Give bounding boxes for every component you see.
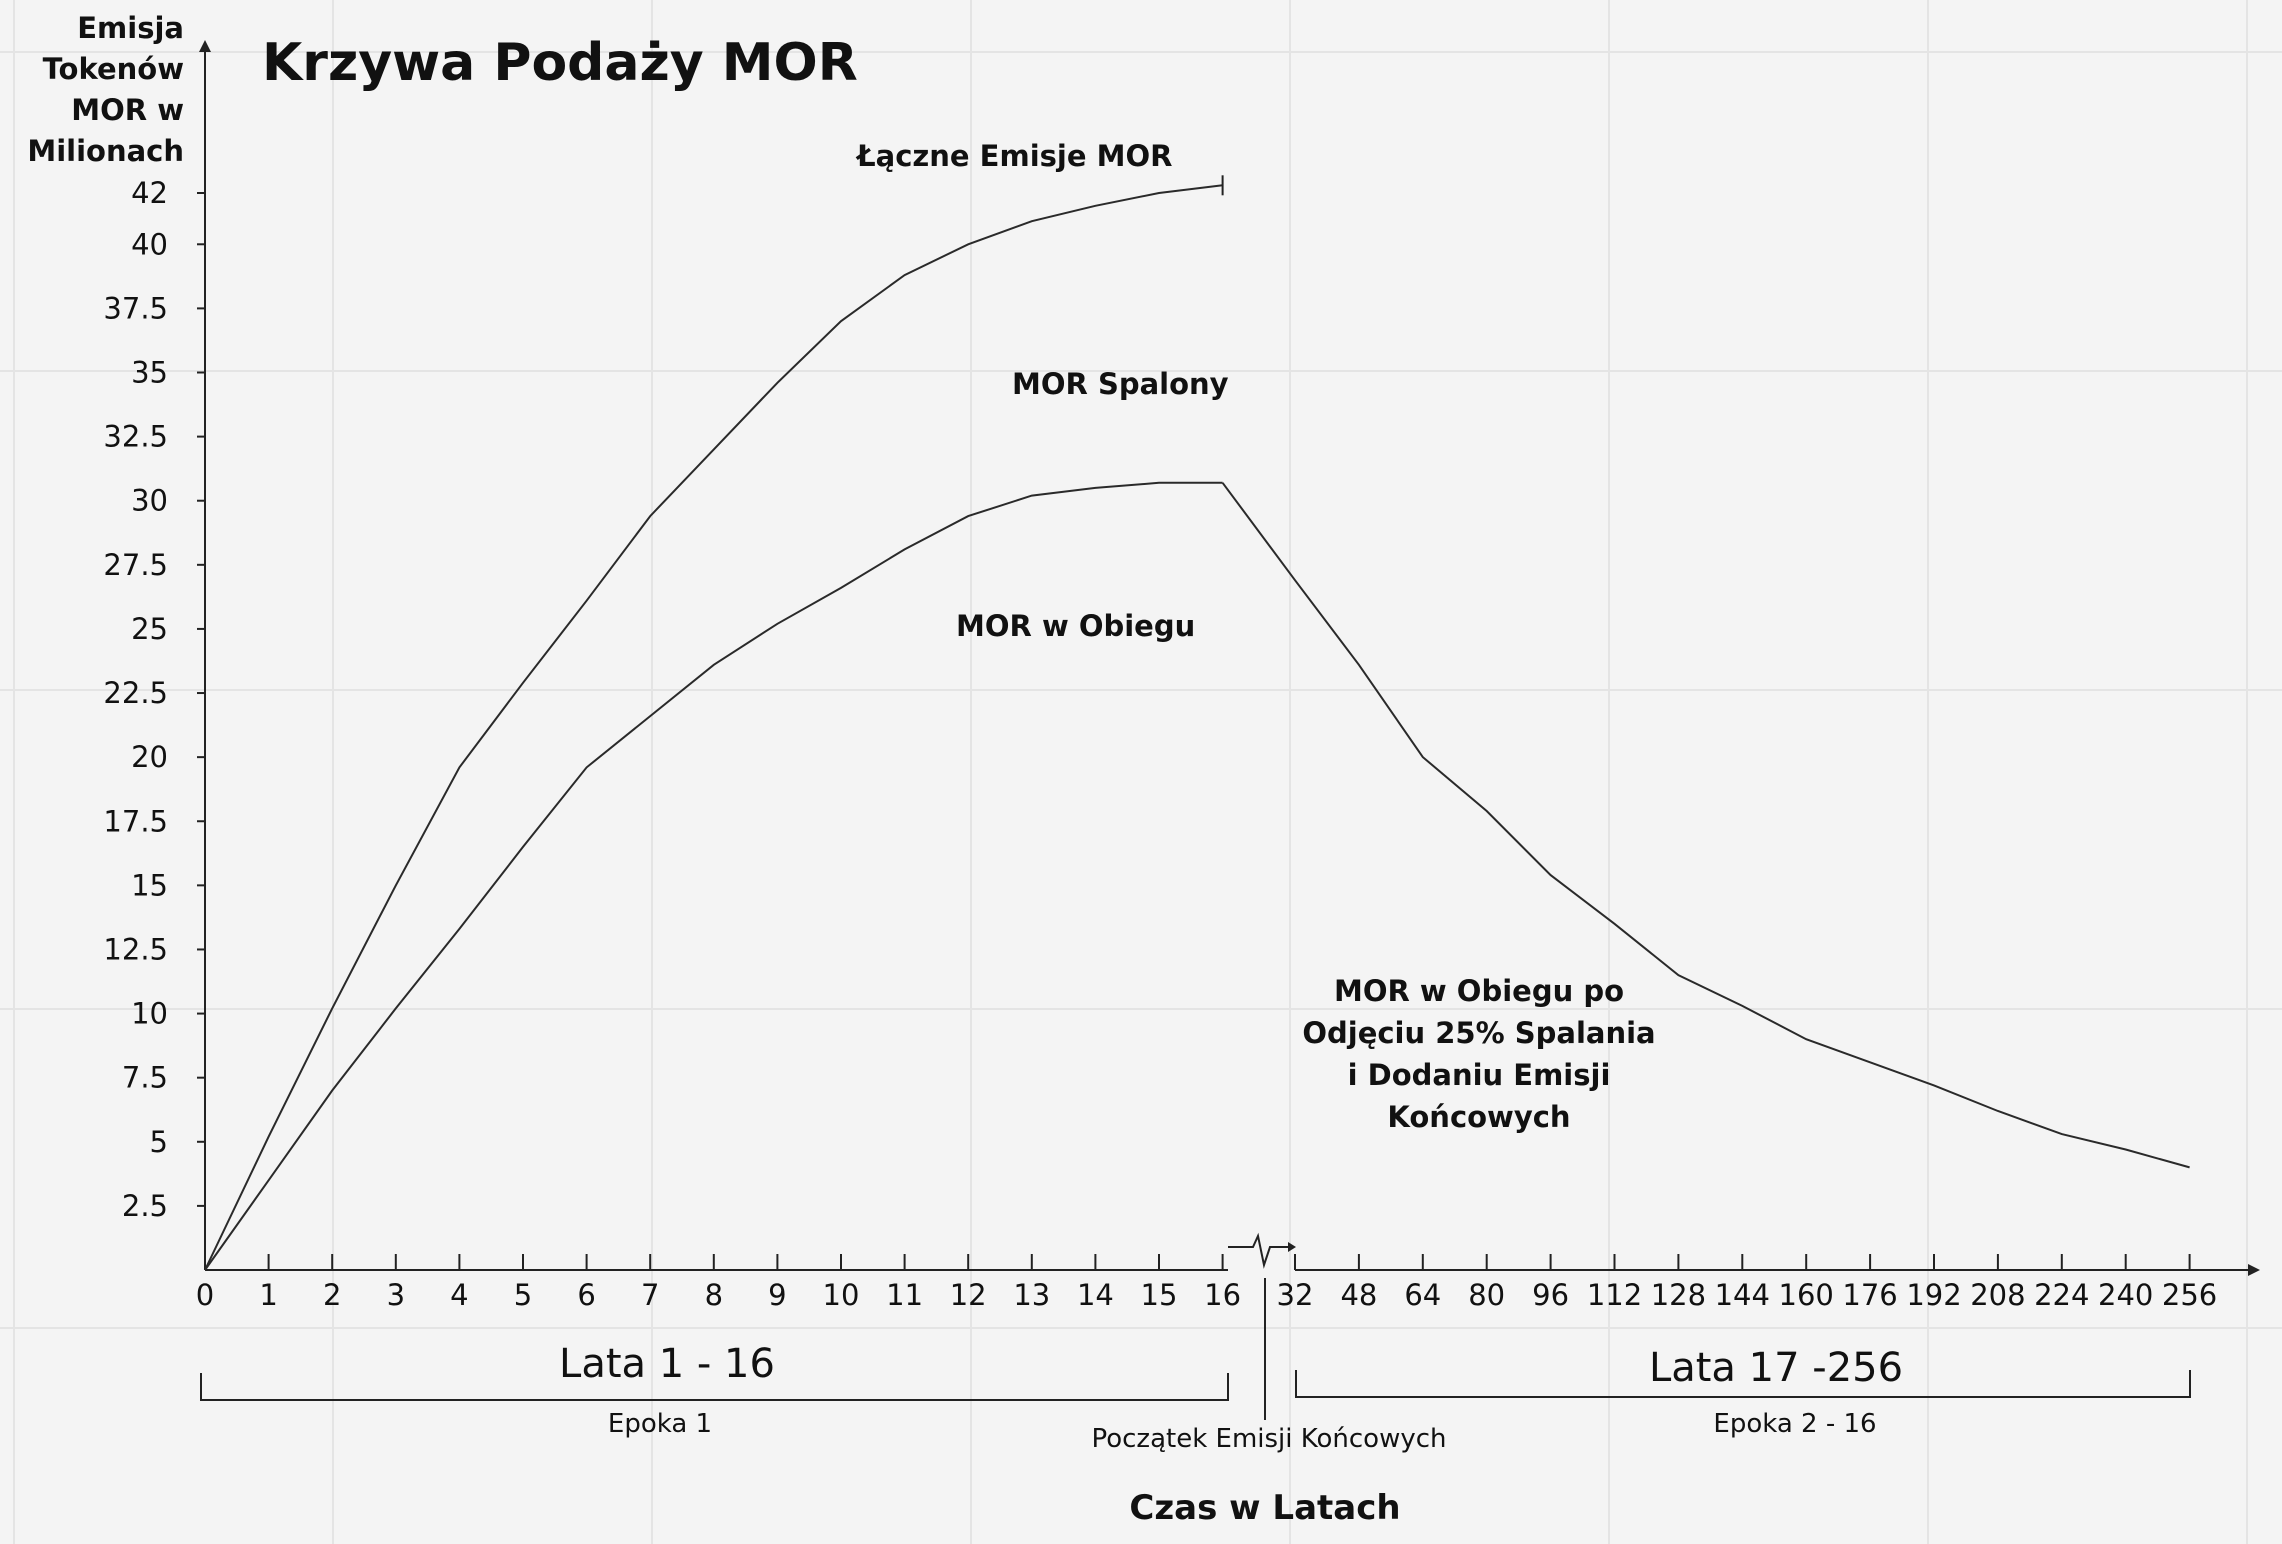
epoch-2-bracket: Lata 17 -256 Epoka 2 - 16 <box>1295 1345 2191 1439</box>
axes <box>199 40 2260 1276</box>
y-tick-label: 25 <box>131 612 168 646</box>
x-tick-label: 176 <box>1842 1278 1897 1312</box>
y-tick-label: 2.5 <box>122 1189 168 1223</box>
y-tick-labels: 2.5 5 7.5 10 12.5 15 17.5 20 22.5 25 27.5 30 32.5 35 3… <box>103 176 205 1223</box>
after-burn-label-line-2: Odjęciu 25% Spalania <box>1302 1016 1655 1050</box>
x-axis-break-arrow <box>1288 1242 1296 1252</box>
x-tick-label: 80 <box>1468 1278 1505 1312</box>
x-tick-label: 10 <box>823 1278 860 1312</box>
epoch-2-label: Epoka 2 - 16 <box>1713 1409 1876 1439</box>
x-tick-label: 112 <box>1587 1278 1642 1312</box>
epoch-1-bracket-line <box>200 1373 1229 1401</box>
y-tick-label: 37.5 <box>103 291 168 325</box>
x-tick-label: 256 <box>2162 1278 2217 1312</box>
x-tick-label: 32 <box>1277 1278 1314 1312</box>
y-tick-label: 27.5 <box>103 548 168 582</box>
burned-label: MOR Spalony <box>1012 367 1229 401</box>
x-tick-label: 8 <box>705 1278 723 1312</box>
total-emissions-label: Łączne Emisje MOR <box>855 139 1172 173</box>
epoch-2-bracket-line <box>1295 1370 2191 1398</box>
x-tick-label: 14 <box>1077 1278 1114 1312</box>
y-tick-label: 40 <box>131 227 168 261</box>
y-tick-label: 12.5 <box>103 932 168 966</box>
x-tick-label: 192 <box>1906 1278 1961 1312</box>
y-tick-label: 15 <box>131 868 168 902</box>
y-axis-title-line-2: Tokenów <box>43 52 184 86</box>
x-tick-label: 11 <box>886 1278 923 1312</box>
epoch-1-range-label: Lata 1 - 16 <box>559 1341 775 1387</box>
y-tick-label: 10 <box>131 997 168 1031</box>
x-tick-label: 5 <box>514 1278 532 1312</box>
epoch-1-label: Epoka 1 <box>608 1409 712 1439</box>
x-tick-label: 3 <box>387 1278 405 1312</box>
x-tick-label: 96 <box>1532 1278 1569 1312</box>
x-axis-break <box>1228 1232 1290 1269</box>
y-axis-arrow <box>199 40 211 52</box>
x-tick-label: 240 <box>2098 1278 2153 1312</box>
x-tick-labels: 0 1 2 3 4 5 6 7 8 9 10 11 12 13 14 15 16 32 48 64 80 96 112 128… <box>196 1254 2217 1312</box>
x-tick-label: 224 <box>2034 1278 2089 1312</box>
y-axis-title-line-1: Emisja <box>77 11 184 45</box>
x-axis-arrow <box>2248 1264 2260 1276</box>
y-tick-label: 42 <box>131 176 168 210</box>
x-tick-label: 12 <box>950 1278 987 1312</box>
epoch-1-bracket: Lata 1 - 16 Epoka 1 <box>200 1341 1229 1439</box>
x-tick-label: 16 <box>1204 1278 1241 1312</box>
x-tick-label: 208 <box>1970 1278 2025 1312</box>
x-tick-label: 9 <box>768 1278 786 1312</box>
x-axis-title: Czas w Latach <box>1129 1488 1400 1528</box>
x-tick-label: 1 <box>259 1278 277 1312</box>
x-tick-label: 128 <box>1651 1278 1706 1312</box>
x-tick-label: 144 <box>1715 1278 1770 1312</box>
x-tick-label: 4 <box>450 1278 468 1312</box>
x-tick-label: 48 <box>1340 1278 1377 1312</box>
x-tick-label: 160 <box>1779 1278 1834 1312</box>
chart-title: Krzywa Podaży MOR <box>262 33 858 93</box>
after-burn-label-line-4: Końcowych <box>1387 1100 1570 1134</box>
x-tick-label: 0 <box>196 1278 214 1312</box>
x-tick-label: 7 <box>641 1278 659 1312</box>
series-lines <box>204 175 2190 1271</box>
x-tick-label: 2 <box>323 1278 341 1312</box>
after-burn-label-line-3: i Dodaniu Emisji <box>1348 1058 1611 1092</box>
circulating-label: MOR w Obiegu <box>956 609 1195 643</box>
x-tick-label: 15 <box>1141 1278 1178 1312</box>
y-axis-title: Emisja Tokenów MOR w Milionach <box>27 11 184 168</box>
y-tick-label: 17.5 <box>103 804 168 838</box>
tail-start-label: Początek Emisji Końcowych <box>1091 1424 1446 1454</box>
y-tick-label: 32.5 <box>103 420 168 454</box>
y-axis-title-line-4: Milionach <box>27 134 184 168</box>
y-axis-title-line-3: MOR w <box>71 93 184 127</box>
y-tick-label: 35 <box>131 356 168 390</box>
y-tick-label: 20 <box>131 740 168 774</box>
y-tick-label: 22.5 <box>103 676 168 710</box>
x-tick-label: 13 <box>1013 1278 1050 1312</box>
burned-line <box>204 481 1223 1271</box>
after-burn-label: MOR w Obiegu po Odjęciu 25% Spalania i D… <box>1302 974 1655 1134</box>
x-tick-label: 64 <box>1404 1278 1441 1312</box>
y-tick-label: 30 <box>131 484 168 518</box>
after-burn-label-line-1: MOR w Obiegu po <box>1334 974 1624 1008</box>
total-emissions-line <box>204 184 1223 1271</box>
y-tick-label: 5 <box>150 1125 168 1159</box>
epoch-2-range-label: Lata 17 -256 <box>1649 1345 1903 1391</box>
x-tick-label: 6 <box>577 1278 595 1312</box>
circulating-line <box>1221 482 2190 1169</box>
y-tick-label: 7.5 <box>122 1061 168 1095</box>
